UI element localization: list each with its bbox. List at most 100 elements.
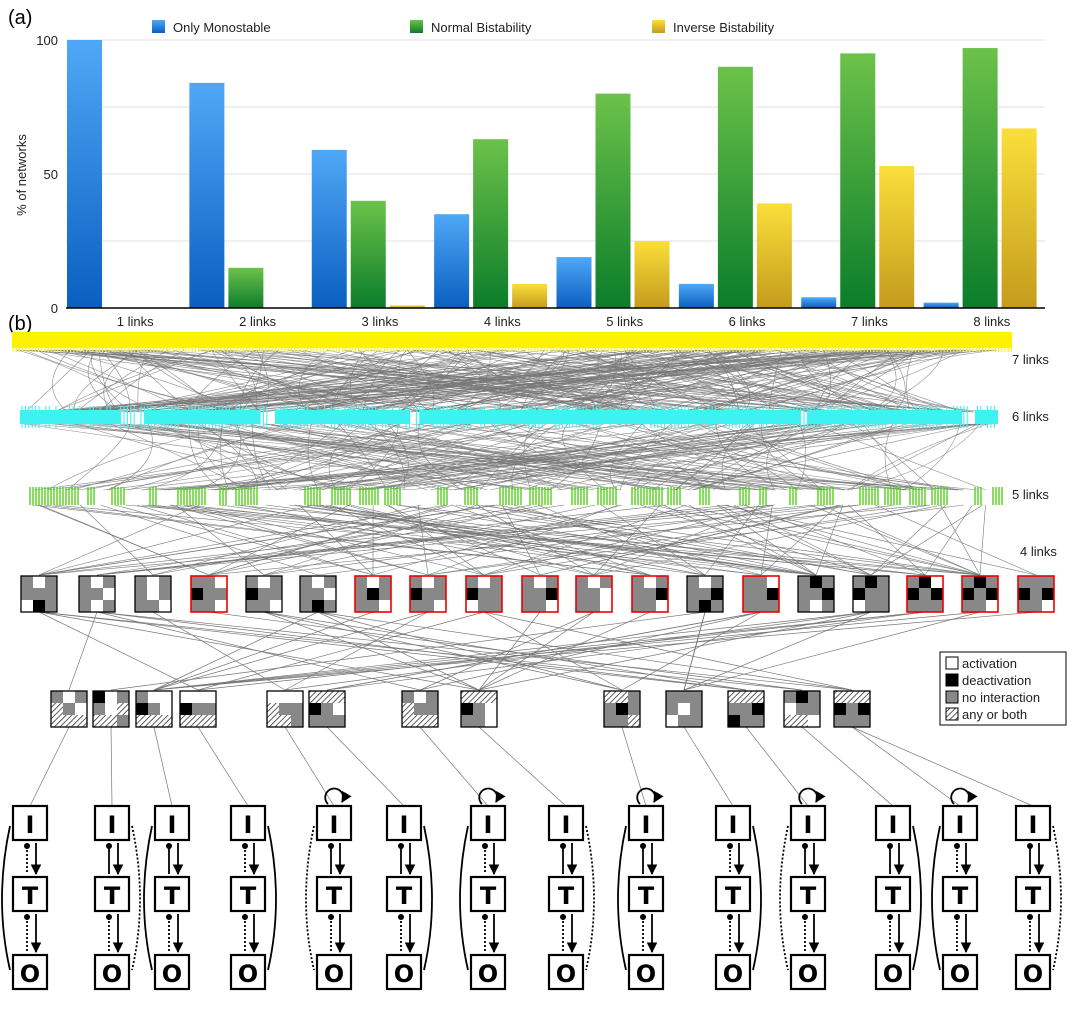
- motif-4-links: [575, 575, 613, 613]
- three-link-motifs: [50, 690, 871, 728]
- panel-b-label: (b): [8, 313, 32, 335]
- motif-4-links: [521, 575, 559, 613]
- i-t-o-motif: I T O: [1, 804, 49, 991]
- node-i: I: [484, 811, 493, 839]
- node-i: I: [400, 811, 409, 839]
- chart-bars: [67, 40, 1037, 309]
- node-i: I: [642, 811, 651, 839]
- bar-inverse-bistability: [1001, 128, 1037, 308]
- legend-swatch: [652, 20, 665, 33]
- i-t-o-motif: I T O: [1014, 804, 1062, 991]
- bar-normal-bistability: [717, 66, 753, 308]
- motif-4-links: [354, 575, 392, 613]
- node-t: T: [104, 882, 121, 910]
- motif-4-links: [299, 575, 337, 613]
- motif-3-links: [266, 690, 304, 728]
- y-tick-label: 0: [51, 301, 58, 316]
- node-i: I: [889, 811, 898, 839]
- bar-only-monostable: [556, 257, 592, 308]
- motif-3-links: [783, 690, 821, 728]
- motif-4-links: [742, 575, 780, 613]
- motif-3-links: [727, 690, 765, 728]
- node-i: I: [804, 811, 813, 839]
- x-tick-label: 1 links: [117, 314, 154, 329]
- bar-inverse-bistability: [512, 283, 548, 308]
- bar-normal-bistability: [228, 267, 264, 308]
- motif-4-links: [245, 575, 283, 613]
- bar-only-monostable: [923, 302, 959, 308]
- motif-4-links: [852, 575, 890, 613]
- panel-a-label: (a): [8, 7, 32, 29]
- node-o: O: [798, 960, 818, 988]
- node-o: O: [1023, 960, 1043, 988]
- bar-normal-bistability: [350, 200, 386, 308]
- motif-3-links: [401, 690, 439, 728]
- motif-3-links: [50, 690, 88, 728]
- motif-4-links: [631, 575, 669, 613]
- bar-inverse-bistability: [879, 165, 915, 308]
- node-o: O: [238, 960, 258, 988]
- motif-3-links: [833, 690, 871, 728]
- i-t-o-motif: I T O: [93, 804, 141, 991]
- i-t-o-motif: I T O: [617, 787, 665, 991]
- x-tick-label: 4 links: [484, 314, 521, 329]
- band-5-links: [993, 490, 1002, 504]
- node-t: T: [240, 882, 257, 910]
- band-5-links: [385, 490, 400, 504]
- level-label-7: 7 links: [1012, 352, 1049, 367]
- node-t: T: [22, 882, 39, 910]
- motif-4-links: [78, 575, 116, 613]
- node-t: T: [885, 882, 902, 910]
- matrix-legend: activation deactivation no interaction a…: [939, 651, 1067, 726]
- motif-4-links: [961, 575, 999, 613]
- bar-normal-bistability: [840, 53, 876, 309]
- i-t-o-motif: I T O: [714, 804, 762, 991]
- motif-3-links: [603, 690, 641, 728]
- band-6-links: [275, 410, 410, 424]
- node-t: T: [725, 882, 742, 910]
- motif-3-links: [665, 690, 703, 728]
- i-t-o-motif: I T O: [547, 804, 595, 991]
- node-o: O: [950, 960, 970, 988]
- legend-no-interaction: no interaction: [962, 690, 1040, 705]
- node-i: I: [244, 811, 253, 839]
- x-tick-label: 8 links: [973, 314, 1010, 329]
- motif-4-links: [686, 575, 724, 613]
- node-t: T: [480, 882, 497, 910]
- node-o: O: [20, 960, 40, 988]
- node-i: I: [562, 811, 571, 839]
- node-i: I: [729, 811, 738, 839]
- band-5-links: [150, 490, 158, 504]
- x-tick-label: 5 links: [606, 314, 643, 329]
- motif-4-links: [797, 575, 835, 613]
- node-t: T: [558, 882, 575, 910]
- legend-activation: activation: [962, 656, 1017, 671]
- level-label-4: 4 links: [1020, 544, 1057, 559]
- motif-4-links: [906, 575, 944, 613]
- node-o: O: [723, 960, 743, 988]
- motif-4-links: [20, 575, 58, 613]
- node-o: O: [394, 960, 414, 988]
- chart-legend: Only Monostable Normal Bistability Inverse…: [152, 20, 775, 35]
- x-axis-ticks: 1 links 2 links 3 links 4 links 5 links 6 lin…: [117, 314, 1011, 329]
- i-t-o-motif: I T O: [385, 804, 433, 991]
- legend-swatch: [410, 20, 423, 33]
- bar-only-monostable: [311, 149, 347, 308]
- band-5-links: [910, 490, 925, 504]
- node-t: T: [638, 882, 655, 910]
- band-5-links: [975, 490, 983, 504]
- i-t-o-motif: I T O: [229, 804, 277, 991]
- bar-only-monostable: [801, 297, 837, 308]
- node-t: T: [1025, 882, 1042, 910]
- motif-4-links: [409, 575, 447, 613]
- motif-3-links: [92, 690, 130, 728]
- level-label-5: 5 links: [1012, 487, 1049, 502]
- bar-only-monostable: [189, 82, 225, 308]
- level-label-6: 6 links: [1012, 409, 1049, 424]
- bar-normal-bistability: [962, 48, 998, 308]
- node-o: O: [636, 960, 656, 988]
- i-t-o-motif: I T O: [931, 787, 979, 991]
- legend-any-or-both: any or both: [962, 707, 1027, 722]
- node-t: T: [952, 882, 969, 910]
